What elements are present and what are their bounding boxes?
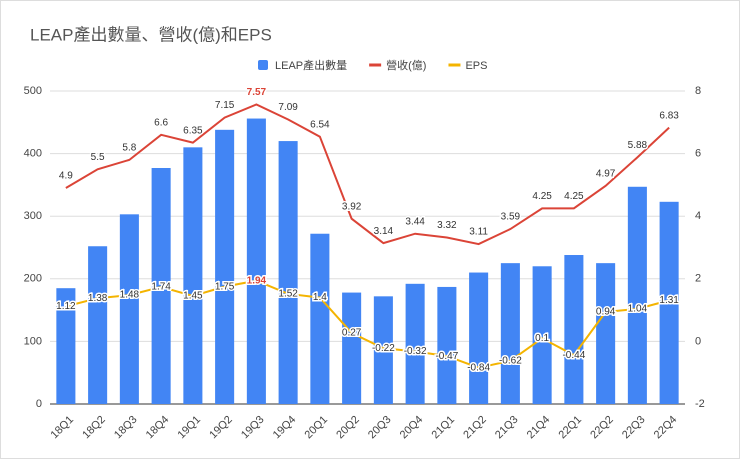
bar [278,141,298,404]
bar [88,246,108,404]
data-label: 1.12 [56,301,76,312]
y-tick-label: 400 [24,148,42,160]
y2-tick-label: 6 [695,148,701,160]
y2-tick-label: 2 [695,273,701,285]
data-label: -0.32 [404,346,427,357]
bar [183,147,203,404]
data-label: 5.5 [91,152,105,163]
data-label: 3.11 [469,227,488,238]
data-label: 1.38 [88,293,108,304]
data-label: 4.25 [532,191,552,202]
data-label: 1.45 [183,291,203,302]
data-label: -0.47 [435,351,458,362]
bar [310,233,330,404]
data-label: 1.74 [151,282,171,293]
data-label: 0.94 [596,307,616,318]
data-label: 6.83 [659,110,679,121]
y2-tick-label: -2 [695,398,705,410]
y-tick-label: 500 [24,85,42,97]
y-tick-label: 200 [24,273,42,285]
data-label: 6.54 [310,119,330,130]
line [65,103,670,246]
data-label: 3.32 [437,220,457,231]
data-label: 1.94 [247,275,267,286]
data-label: 1.52 [278,288,298,299]
data-label: 3.44 [405,216,425,227]
data-label: 7.15 [215,100,235,111]
y2-tick-label: 4 [695,210,701,222]
data-label: -0.22 [372,343,395,354]
data-label: 1.4 [313,292,327,303]
data-label: 4.25 [564,191,584,202]
data-label: 4.97 [596,168,616,179]
data-label: 1.31 [659,295,679,306]
data-label: 1.48 [120,290,140,301]
bar [469,272,489,404]
bar [659,201,679,404]
chart-title: LEAP產出數量、營收(億)和EPS [30,25,272,44]
legend-label: 營收(億) [386,58,426,72]
legend-swatch [258,60,268,70]
y2-tick-label: 0 [695,335,701,347]
bar [215,129,235,404]
data-label: 7.09 [278,102,298,113]
bar [500,263,520,404]
y-tick-label: 100 [24,335,42,347]
line [65,279,670,369]
data-label: 0.27 [342,328,362,339]
bar [119,214,139,404]
data-label: -0.44 [562,350,585,361]
data-label: 6.6 [154,117,168,128]
bar [373,296,393,404]
data-label: -0.62 [499,355,522,366]
y-tick-label: 0 [36,398,42,410]
data-label: 3.14 [374,226,394,237]
data-label: 5.88 [628,140,648,151]
data-label: 7.57 [247,87,267,98]
bar [627,186,647,404]
bar [56,288,76,404]
data-label: 6.35 [183,125,203,136]
bar [246,118,266,404]
bar [405,283,425,404]
bar [342,292,362,404]
bar [437,286,457,404]
data-label: 0.1 [535,333,549,344]
legend-label: EPS [465,60,487,72]
data-label: 3.59 [501,212,521,223]
data-label: 1.75 [215,281,235,292]
bar [532,266,552,404]
data-label: 3.92 [342,201,362,212]
y2-tick-label: 8 [695,85,701,97]
data-label: 5.8 [122,143,136,154]
bar [596,263,616,404]
data-label: 4.9 [59,171,73,182]
y-tick-label: 300 [24,210,42,222]
data-label: 1.04 [628,303,648,314]
legend-label: LEAP產出數量 [275,58,347,72]
bar [564,255,584,404]
data-label: -0.84 [467,362,490,373]
